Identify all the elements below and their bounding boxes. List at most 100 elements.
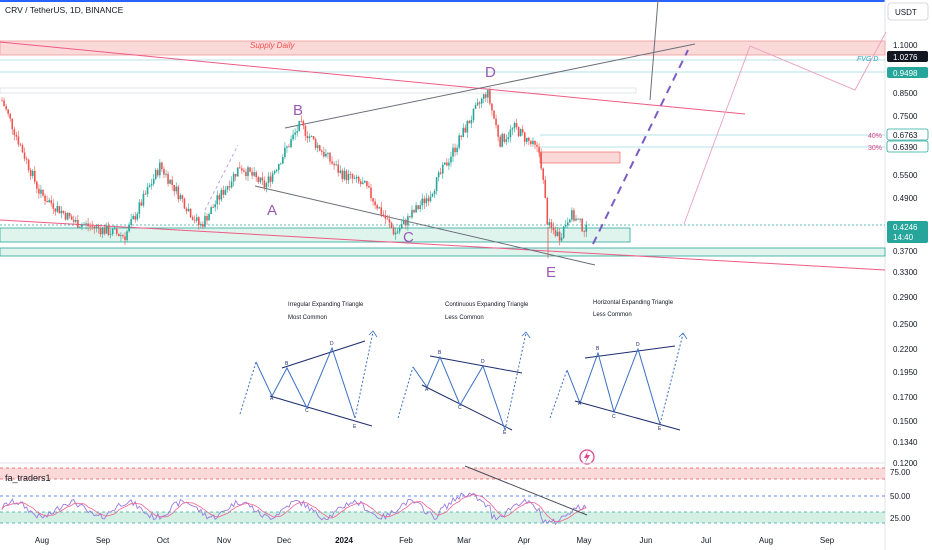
- price-axis: [885, 0, 932, 550]
- point-label-D: D: [485, 64, 496, 81]
- candle-body: [501, 134, 503, 147]
- price-label-text: 1.0276: [893, 53, 918, 62]
- candle-body: [569, 219, 571, 223]
- candles-layer: [1, 87, 588, 259]
- lightning-icon[interactable]: [579, 449, 595, 465]
- candle-body: [359, 181, 362, 185]
- candle-body: [318, 145, 321, 151]
- candle-body: [206, 215, 208, 221]
- candle-body: [390, 222, 393, 228]
- candle-body: [480, 98, 483, 104]
- candle-body: [316, 145, 319, 148]
- candle-body: [384, 215, 387, 219]
- time-tick-label: Feb: [399, 536, 413, 545]
- candle-body: [298, 120, 301, 132]
- pattern-labels: B A D C E: [267, 64, 556, 281]
- candle-body: [327, 152, 329, 154]
- candle-body: [185, 208, 188, 212]
- candle-body: [476, 102, 479, 106]
- candle-body: [85, 223, 87, 225]
- rsi-tick-label: 25.00: [890, 514, 911, 523]
- candle-body: [202, 224, 204, 227]
- example-point-label: D: [636, 342, 640, 348]
- candle-body: [70, 216, 73, 220]
- candle-body: [97, 226, 100, 229]
- price-tick-label: 0.7500: [893, 112, 918, 121]
- candle-body: [448, 162, 450, 166]
- time-tick-label: 2024: [335, 536, 353, 545]
- candle-body: [290, 139, 292, 148]
- candle-body: [5, 106, 7, 110]
- candle-body: [195, 217, 198, 221]
- candle-body: [64, 212, 67, 220]
- candle-body: [523, 132, 526, 142]
- candle-body: [482, 94, 485, 99]
- dashed-small-leg: [204, 144, 239, 211]
- candle-body: [9, 113, 11, 119]
- rsi-axis-ticks: 75.00 50.00 25.00: [890, 468, 911, 523]
- candle-body: [17, 136, 20, 145]
- candle-body: [273, 171, 276, 174]
- candle-body: [148, 185, 151, 188]
- candle-body: [261, 177, 264, 181]
- candle-body: [573, 210, 575, 221]
- price-tick-label: 1.1000: [893, 41, 918, 50]
- lower-channel-line: [0, 219, 886, 271]
- candle-body: [470, 119, 473, 124]
- example-point-label: A: [578, 401, 582, 407]
- candle-body: [253, 172, 255, 176]
- candle-body: [265, 183, 268, 188]
- candle-body: [294, 132, 296, 135]
- candle-body: [54, 208, 57, 212]
- time-tick-label: Apr: [518, 536, 531, 545]
- candle-body: [362, 182, 364, 185]
- candle-body: [134, 216, 137, 220]
- example-point-label: C: [612, 414, 616, 420]
- candle-body: [159, 162, 161, 176]
- candle-body: [378, 207, 380, 209]
- candle-body: [521, 129, 524, 133]
- candle-body: [72, 219, 75, 222]
- candle-body: [300, 120, 303, 122]
- price-tick-label: 0.2200: [893, 345, 918, 354]
- candle-body: [419, 205, 421, 209]
- upper-channel-line: [0, 41, 746, 115]
- candle-body: [42, 189, 44, 196]
- candle-body: [437, 172, 440, 178]
- candle-body: [409, 216, 411, 218]
- candle-body: [403, 219, 405, 225]
- candle-body: [3, 100, 5, 107]
- candle-body: [571, 210, 573, 220]
- example-subtitle-3: Less Common: [593, 312, 632, 318]
- rsi-overbought-band: [0, 468, 885, 479]
- candle-body: [220, 190, 223, 200]
- candle-body: [191, 217, 194, 220]
- candle-body: [277, 164, 280, 170]
- candle-body: [515, 123, 518, 127]
- price-label-last: [887, 221, 928, 243]
- candle-body: [271, 173, 274, 182]
- candle-body: [208, 214, 210, 221]
- price-tick-label: 0.1340: [893, 438, 918, 447]
- time-tick-label: Jun: [640, 536, 653, 545]
- candle-body: [150, 183, 153, 186]
- candle-body: [230, 181, 233, 188]
- example-point-label: E: [353, 424, 357, 430]
- candle-body: [214, 204, 216, 208]
- candle-body: [280, 163, 282, 165]
- price-label-supply-top: [887, 51, 928, 62]
- candle-body: [234, 173, 237, 177]
- candle-body: [503, 134, 506, 142]
- price-label-fib40: [886, 128, 929, 141]
- currency-button[interactable]: USDT: [887, 2, 929, 21]
- candle-body: [183, 198, 186, 209]
- chart-background: [0, 0, 885, 550]
- candle-body: [15, 134, 18, 137]
- candle-body: [249, 167, 251, 172]
- example-point-label: E: [503, 430, 507, 436]
- candle-body: [304, 125, 307, 136]
- candle-body: [226, 186, 229, 190]
- example-point-label: C: [458, 405, 462, 411]
- candle-body: [99, 228, 102, 235]
